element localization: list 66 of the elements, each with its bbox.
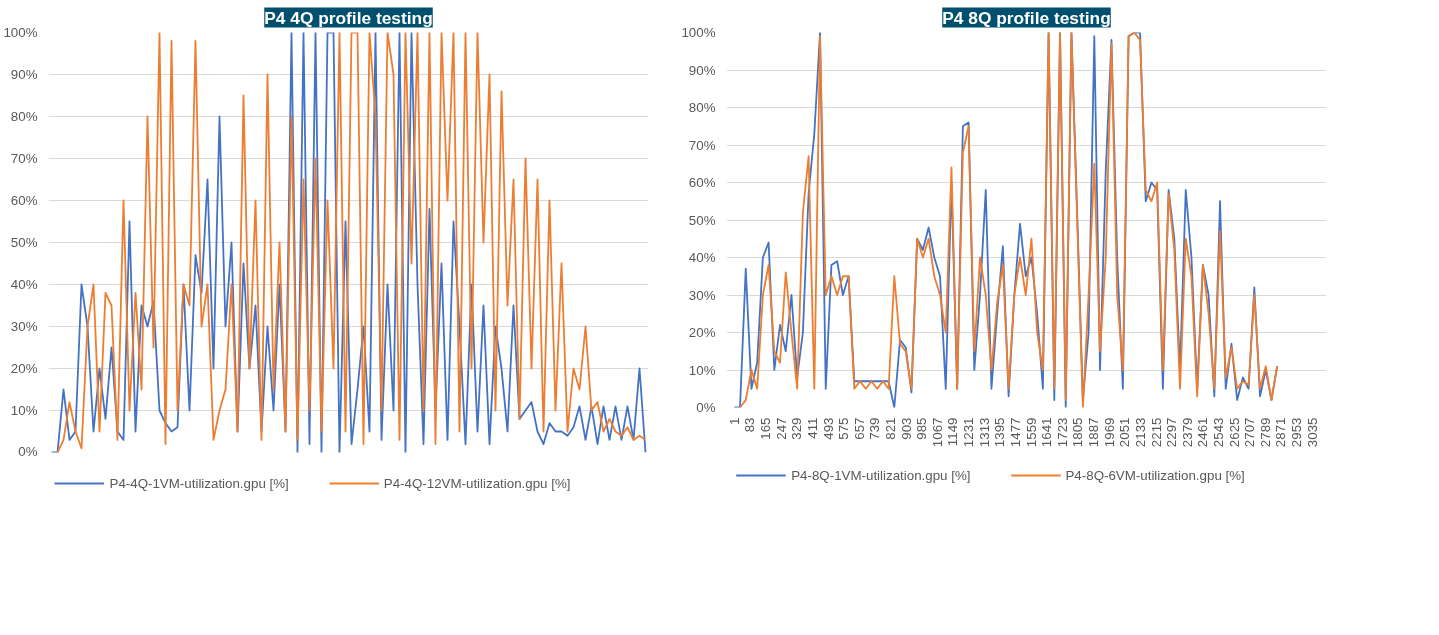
x-tick-label: 2215 <box>1148 417 1164 448</box>
x-tick-label: 1231 <box>961 417 977 448</box>
y-tick-label: 30% <box>688 287 716 303</box>
y-tick-label: 80% <box>10 109 38 124</box>
x-tick-label: 821 <box>883 417 898 440</box>
x-tick-label: 985 <box>914 417 930 440</box>
x-tick-label: 1 <box>726 417 742 425</box>
y-tick-label: 20% <box>10 361 38 376</box>
y-tick-label: 0% <box>18 443 38 459</box>
x-tick-label: 657 <box>851 417 867 440</box>
y-tick-label: 70% <box>688 137 716 153</box>
x-tick-label: 1723 <box>1054 417 1070 448</box>
x-tick-label: 165 <box>758 417 774 440</box>
x-tick-label: 2707 <box>1242 417 1258 448</box>
chart-title: P4 8Q profile testing <box>942 7 1111 28</box>
x-tick-label: 1395 <box>992 417 1008 448</box>
x-tick-label: 1477 <box>1007 417 1023 448</box>
x-tick-label: 247 <box>773 417 789 440</box>
x-tick-label: 493 <box>820 417 836 440</box>
y-tick-label: 100% <box>3 25 38 40</box>
x-tick-label: 1969 <box>1101 417 1117 448</box>
y-tick-label: 10% <box>688 362 716 378</box>
legend-label: P4-8Q-1VM-utilization.gpu [%] <box>791 467 971 483</box>
legend-label: P4-4Q-12VM-utilization.gpu [%] <box>383 475 571 491</box>
x-tick-label: 2871 <box>1273 417 1289 448</box>
y-tick-label: 100% <box>681 25 716 40</box>
y-tick-label: 40% <box>688 250 716 265</box>
x-tick-label: 1067 <box>929 417 945 448</box>
y-tick-label: 20% <box>688 325 716 340</box>
x-tick-label: 2625 <box>1226 417 1242 448</box>
x-tick-label: 739 <box>867 417 883 440</box>
y-tick-label: 10% <box>10 403 38 418</box>
x-tick-label: 2953 <box>1289 417 1305 448</box>
y-tick-label: 70% <box>10 151 38 166</box>
legend-label: P4-4Q-1VM-utilization.gpu [%] <box>109 475 289 491</box>
x-tick-label: 1559 <box>1023 417 1039 448</box>
x-tick-label: 2297 <box>1164 417 1180 448</box>
x-tick-label: 83 <box>742 417 758 433</box>
x-tick-label: 1805 <box>1070 417 1086 448</box>
y-tick-label: 0% <box>696 400 716 415</box>
x-tick-label: 1887 <box>1086 417 1102 448</box>
x-tick-label: 329 <box>789 417 805 440</box>
chart-title: P4 4Q profile testing <box>264 7 433 28</box>
y-tick-label: 60% <box>688 175 716 190</box>
x-tick-label: 903 <box>898 417 914 440</box>
x-tick-label: 2789 <box>1257 417 1273 448</box>
y-tick-label: 50% <box>688 212 716 228</box>
y-tick-label: 90% <box>688 62 716 78</box>
x-tick-label: 2461 <box>1195 417 1211 448</box>
x-tick-label: 2133 <box>1132 417 1148 448</box>
y-tick-label: 30% <box>10 319 38 334</box>
x-tick-label: 1313 <box>976 417 992 448</box>
y-tick-label: 40% <box>10 277 38 292</box>
y-tick-label: 80% <box>688 100 716 115</box>
x-tick-label: 575 <box>836 417 852 440</box>
x-tick-label: 1641 <box>1039 417 1055 448</box>
y-tick-label: 60% <box>10 193 38 208</box>
x-tick-label: 3035 <box>1304 417 1320 448</box>
y-tick-label: 90% <box>10 67 38 82</box>
x-tick-label: 2379 <box>1179 417 1195 448</box>
y-tick-label: 50% <box>10 235 38 250</box>
x-tick-label: 2543 <box>1211 417 1226 448</box>
x-tick-label: 1149 <box>945 417 961 447</box>
x-tick-label: 2051 <box>1117 417 1133 448</box>
legend-label: P4-8Q-6VM-utilization.gpu [%] <box>1065 467 1245 483</box>
x-tick-label: 411 <box>804 417 820 439</box>
